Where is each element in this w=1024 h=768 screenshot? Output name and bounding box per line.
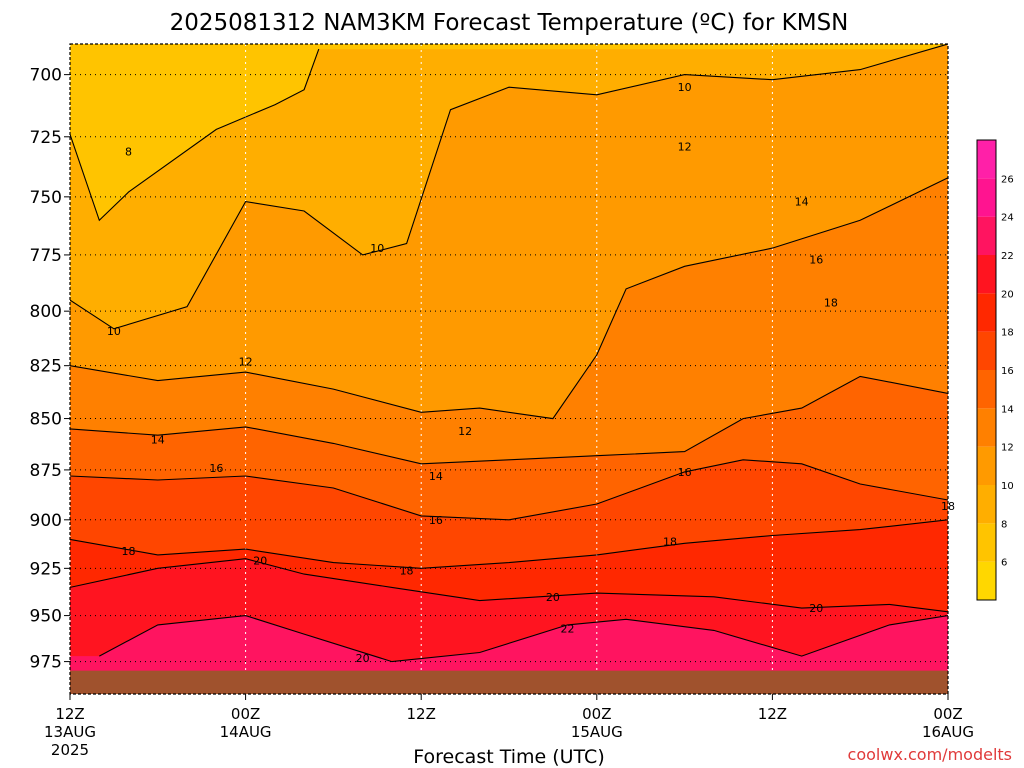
colorbar-label: 16	[1001, 366, 1014, 377]
contour-label: 8	[125, 145, 132, 158]
colorbar-frame	[976, 139, 997, 601]
y-tick-label: 875	[30, 461, 62, 481]
contour-label: 16	[809, 253, 823, 266]
colorbar-swatch	[977, 331, 996, 370]
x-tick-label: 14AUG	[220, 723, 272, 741]
plot-frame	[69, 43, 949, 695]
colorbar-label: 8	[1001, 519, 1007, 530]
x-axis-title: Forecast Time (UTC)	[413, 746, 604, 768]
contour-labels: 8101010121212141414161616161818181818202…	[107, 81, 955, 665]
colorbar-swatch	[977, 370, 996, 409]
contour-label: 18	[122, 545, 136, 558]
y-tick-label: 775	[30, 246, 62, 266]
contour-line-14	[70, 375, 948, 465]
contour-label: 10	[107, 325, 121, 338]
contour-label: 20	[546, 591, 560, 604]
x-tick-label: 00Z	[582, 705, 611, 723]
contour-line-16	[70, 459, 948, 521]
contour-line-20	[70, 558, 948, 613]
contour-label: 20	[356, 652, 370, 665]
y-tick-label: 925	[30, 559, 62, 579]
contour-label: 18	[400, 564, 414, 577]
x-tick-label: 12Z	[55, 705, 84, 723]
colorbar-label: 12	[1001, 443, 1014, 454]
contour-label: 12	[458, 425, 472, 438]
x-tick-label: 12Z	[758, 705, 787, 723]
contour-label: 16	[209, 462, 223, 475]
y-tick-label: 700	[30, 66, 62, 86]
colorbar-swatch	[977, 561, 996, 600]
colorbar-swatch	[977, 523, 996, 562]
y-tick-label: 975	[30, 653, 62, 673]
colorbar-label: 18	[1001, 328, 1014, 339]
contour-lines	[70, 44, 948, 663]
contour-line-12	[70, 177, 948, 420]
colorbar-label: 20	[1001, 289, 1014, 300]
color-bar: 26 24 22 20 18 16 14 12 10 8 6	[976, 139, 1014, 601]
colorbar-label: 26	[1001, 174, 1014, 185]
colorbar-label: 6	[1001, 558, 1007, 569]
colorbar-label: 24	[1001, 213, 1014, 224]
y-tick-label: 725	[30, 128, 62, 148]
y-tick-label: 900	[30, 511, 62, 531]
y-tick-label: 950	[30, 607, 62, 627]
y-tick-label: 850	[30, 410, 62, 430]
colorbar-label: 14	[1001, 404, 1014, 415]
chart-title: 2025081312 NAM3KM Forecast Temperature (…	[170, 10, 849, 36]
contour-line-22	[99, 615, 948, 663]
x-tick-label: 2025	[51, 741, 89, 759]
contour-line-18	[70, 519, 948, 569]
contour-line-8	[70, 48, 320, 222]
y-tick-label: 750	[30, 188, 62, 208]
x-tick-label: 15AUG	[571, 723, 623, 741]
x-tick-label: 00Z	[933, 705, 962, 723]
contour-label: 18	[663, 535, 677, 548]
y-axis: 700 725 750 775 800 825 850 875 900 925 950 975	[30, 66, 70, 673]
contour-label: 14	[429, 470, 443, 483]
colorbar-swatch	[977, 293, 996, 332]
contour-label: 16	[678, 466, 692, 479]
contour-label: 14	[795, 196, 809, 209]
colorbar-swatch	[977, 216, 996, 255]
y-tick-label: 800	[30, 302, 62, 322]
contour-label: 12	[239, 355, 253, 368]
y-tick-label: 825	[30, 357, 62, 377]
contour-label: 22	[561, 623, 575, 636]
colorbar-swatch	[977, 408, 996, 447]
colorbar-swatch	[977, 140, 996, 179]
temperature-bands	[70, 44, 948, 694]
contour-label: 14	[151, 433, 165, 446]
colorbar-label: 10	[1001, 481, 1014, 492]
contour-label: 20	[809, 602, 823, 615]
x-tick-label: 13AUG	[44, 723, 96, 741]
colorbar-swatch	[977, 255, 996, 294]
x-tick-label: 16AUG	[922, 723, 974, 741]
ground-surface	[70, 670, 948, 694]
contour-line-10	[70, 44, 948, 330]
colorbar-swatch	[977, 485, 996, 524]
colorbar-swatch	[977, 178, 996, 217]
contour-label: 10	[678, 81, 692, 94]
contour-label: 18	[824, 296, 838, 309]
x-tick-label: 00Z	[231, 705, 260, 723]
contour-label: 10	[370, 242, 384, 255]
contour-label: 20	[253, 555, 267, 568]
colorbar-swatch	[977, 446, 996, 485]
credit-text: coolwx.com/modelts	[848, 745, 1012, 764]
contour-label: 12	[678, 141, 692, 154]
x-tick-label: 12Z	[407, 705, 436, 723]
colorbar-label: 22	[1001, 251, 1014, 262]
contour-label: 16	[429, 514, 443, 527]
